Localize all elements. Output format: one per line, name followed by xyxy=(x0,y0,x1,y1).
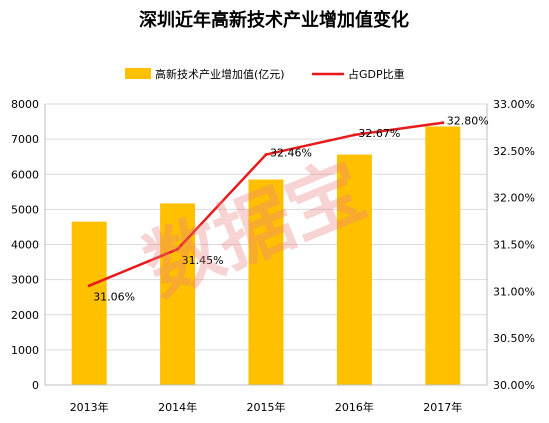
y-right-tick-label: 30.00% xyxy=(493,379,535,392)
legend-line-label: 占GDP比重 xyxy=(348,67,405,81)
line-data-label: 32.46% xyxy=(270,147,312,160)
line-point xyxy=(264,153,268,157)
x-tick-label: 2016年 xyxy=(335,400,374,414)
line-point xyxy=(441,121,445,125)
y-right-axis: 30.00% 30.50% 31.00% 31.50% 32.00% 32.50% 33.0… xyxy=(493,98,535,392)
line-point xyxy=(352,133,356,137)
line-data-label: 32.67% xyxy=(358,127,400,140)
y-left-tick-label: 1000 xyxy=(11,344,39,357)
y-left-tick-label: 8000 xyxy=(11,98,39,111)
y-left-tick-label: 2000 xyxy=(11,309,39,322)
y-right-tick-label: 32.00% xyxy=(493,192,535,205)
line-data-label: 31.06% xyxy=(93,291,135,304)
y-right-tick-label: 32.50% xyxy=(493,145,535,158)
bar xyxy=(160,203,196,385)
line-data-labels: 31.06% 31.45% 32.46% 32.67% 32.80% xyxy=(93,115,489,304)
legend-bar-label: 高新技术产业增加值(亿元) xyxy=(155,67,285,81)
y-right-tick-label: 30.50% xyxy=(493,332,535,345)
legend-bar-swatch xyxy=(125,68,151,79)
bar xyxy=(336,154,372,385)
bar xyxy=(71,221,107,385)
chart-title: 深圳近年高新技术产业增加值变化 xyxy=(139,9,409,31)
y-left-tick-label: 5000 xyxy=(11,203,39,216)
bar xyxy=(425,126,461,385)
y-right-tick-label: 33.00% xyxy=(493,98,535,111)
y-left-tick-label: 6000 xyxy=(11,168,39,181)
y-left-tick-label: 0 xyxy=(32,379,39,392)
line-data-label: 32.80% xyxy=(447,115,489,128)
y-left-tick-label: 7000 xyxy=(11,133,39,146)
y-left-tick-label: 3000 xyxy=(11,274,39,287)
y-right-tick-label: 31.00% xyxy=(493,285,535,298)
bar xyxy=(248,179,284,385)
y-left-axis: 0 1000 2000 3000 4000 5000 6000 7000 8000 xyxy=(11,98,39,392)
x-tick-label: 2015年 xyxy=(247,400,286,414)
x-tick-label: 2014年 xyxy=(158,400,197,414)
x-tick-label: 2017年 xyxy=(423,400,462,414)
y-left-tick-label: 4000 xyxy=(11,239,39,252)
y-right-tick-label: 31.50% xyxy=(493,239,535,252)
line-point xyxy=(176,247,180,251)
bar-series xyxy=(71,126,461,385)
line-series xyxy=(87,121,445,288)
line-point xyxy=(87,284,91,288)
line-data-label: 31.45% xyxy=(182,254,224,267)
legend: 高新技术产业增加值(亿元) 占GDP比重 xyxy=(125,67,405,81)
x-axis: 2013年 2014年 2015年 2016年 2017年 xyxy=(45,384,487,414)
x-tick-label: 2013年 xyxy=(70,400,109,414)
